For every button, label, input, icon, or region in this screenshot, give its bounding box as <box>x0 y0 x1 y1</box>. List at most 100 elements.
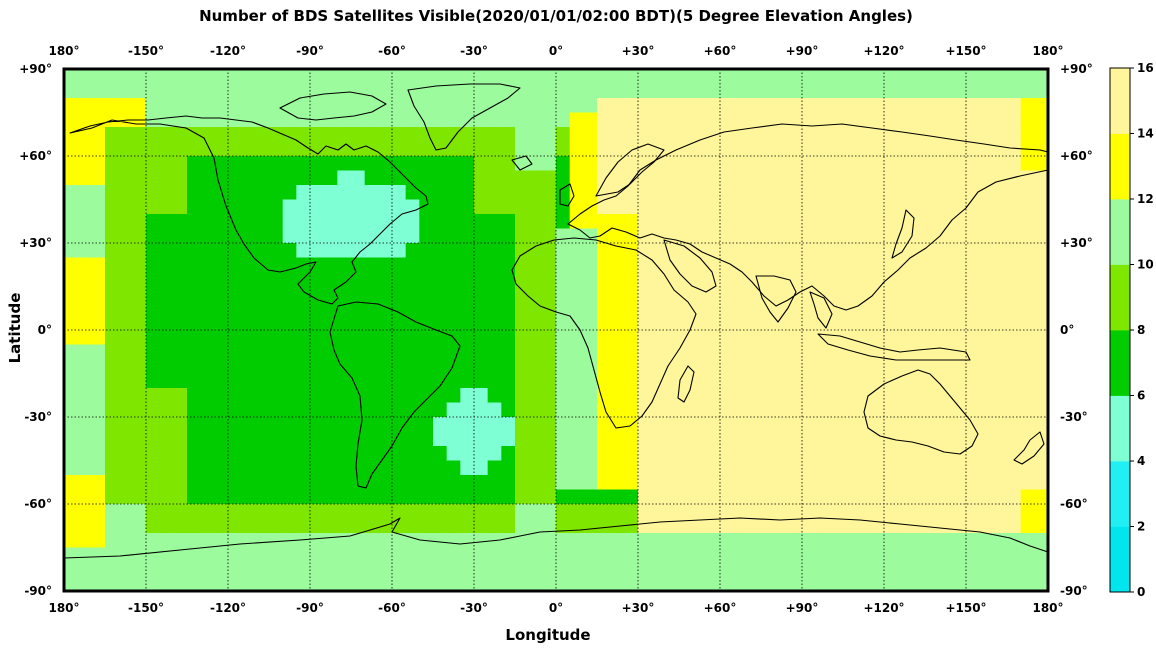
heat-cell <box>200 315 215 331</box>
heat-cell <box>665 141 680 157</box>
heat-cell <box>925 214 940 230</box>
heat-cell <box>897 547 912 563</box>
heat-cell <box>214 388 229 404</box>
heat-cell <box>269 518 284 534</box>
heat-cell <box>64 330 79 346</box>
heat-cell <box>528 214 543 230</box>
heat-cell <box>979 199 994 215</box>
heat-cell <box>979 373 994 389</box>
heat-cell <box>310 446 325 462</box>
heat-cell <box>214 576 229 592</box>
heat-cell <box>651 127 666 143</box>
heat-cell <box>378 460 393 476</box>
heat-cell <box>843 83 858 99</box>
heat-cell <box>419 286 434 302</box>
heat-cell <box>774 170 789 186</box>
heat-cell <box>856 431 871 447</box>
heat-cell <box>1034 373 1049 389</box>
heat-cell <box>761 402 776 418</box>
heat-cell <box>419 214 434 230</box>
heat-cell <box>460 489 475 505</box>
heat-cell <box>433 69 448 85</box>
heat-cell <box>638 286 653 302</box>
heat-cell <box>501 243 516 259</box>
heat-cell <box>979 518 994 534</box>
heat-cell <box>802 170 817 186</box>
heat-cell <box>774 214 789 230</box>
heat-cell <box>64 228 79 244</box>
heat-cell <box>638 315 653 331</box>
heat-cell <box>583 417 598 433</box>
heat-cell <box>761 69 776 85</box>
heat-cell <box>651 504 666 520</box>
heat-cell <box>187 243 202 259</box>
heat-cell <box>1020 388 1035 404</box>
heat-cell <box>132 460 147 476</box>
heat-cell <box>255 359 270 375</box>
heat-cell <box>364 257 379 273</box>
heat-cell <box>173 518 188 534</box>
heat-cell <box>187 257 202 273</box>
heat-cell <box>255 417 270 433</box>
heat-cell <box>665 286 680 302</box>
heat-cell <box>815 214 830 230</box>
heat-cell <box>556 533 571 549</box>
heat-cell <box>310 214 325 230</box>
heat-cell <box>91 257 106 273</box>
heat-cell <box>105 460 120 476</box>
heat-cell <box>64 199 79 215</box>
heat-cell <box>405 199 420 215</box>
heat-cell <box>77 475 92 491</box>
heat-cell <box>173 214 188 230</box>
heat-cell <box>706 460 721 476</box>
heat-cell <box>433 359 448 375</box>
heat-cell <box>884 69 899 85</box>
heat-cell <box>897 562 912 578</box>
heat-cell <box>392 460 407 476</box>
heat-cell <box>624 257 639 273</box>
heat-cell <box>610 533 625 549</box>
heat-cell <box>651 489 666 505</box>
heat-cell <box>843 489 858 505</box>
heat-cell <box>952 489 967 505</box>
heat-cell <box>897 388 912 404</box>
heat-cell <box>255 475 270 491</box>
heat-cell <box>501 576 516 592</box>
heat-cell <box>679 315 694 331</box>
heat-cell <box>884 185 899 201</box>
heat-cell <box>105 431 120 447</box>
heat-cell <box>884 228 899 244</box>
heat-cell <box>938 228 953 244</box>
heat-cell <box>665 214 680 230</box>
heat-cell <box>323 344 338 360</box>
lon-tick-top: 180° <box>48 44 79 58</box>
heat-cell <box>911 228 926 244</box>
heat-cell <box>692 344 707 360</box>
heat-cell <box>528 199 543 215</box>
heat-cell <box>392 504 407 520</box>
heat-cell <box>282 489 297 505</box>
heat-cell <box>556 504 571 520</box>
heat-cell <box>966 576 981 592</box>
heat-cell <box>788 504 803 520</box>
heat-cell <box>665 330 680 346</box>
heat-cell <box>884 460 899 476</box>
heat-cell <box>583 170 598 186</box>
heat-cell <box>323 170 338 186</box>
heat-cell <box>665 243 680 259</box>
heat-cell <box>1020 562 1035 578</box>
heat-cell <box>925 330 940 346</box>
heat-cell <box>269 141 284 157</box>
heat-cell <box>214 170 229 186</box>
heat-cell <box>966 272 981 288</box>
heat-cell <box>364 170 379 186</box>
heat-cell <box>815 330 830 346</box>
heat-cell <box>569 446 584 462</box>
heat-cell <box>132 272 147 288</box>
heat-cell <box>966 518 981 534</box>
heat-cell <box>815 141 830 157</box>
heat-cell <box>856 504 871 520</box>
heat-cell <box>173 170 188 186</box>
heat-cell <box>788 547 803 563</box>
